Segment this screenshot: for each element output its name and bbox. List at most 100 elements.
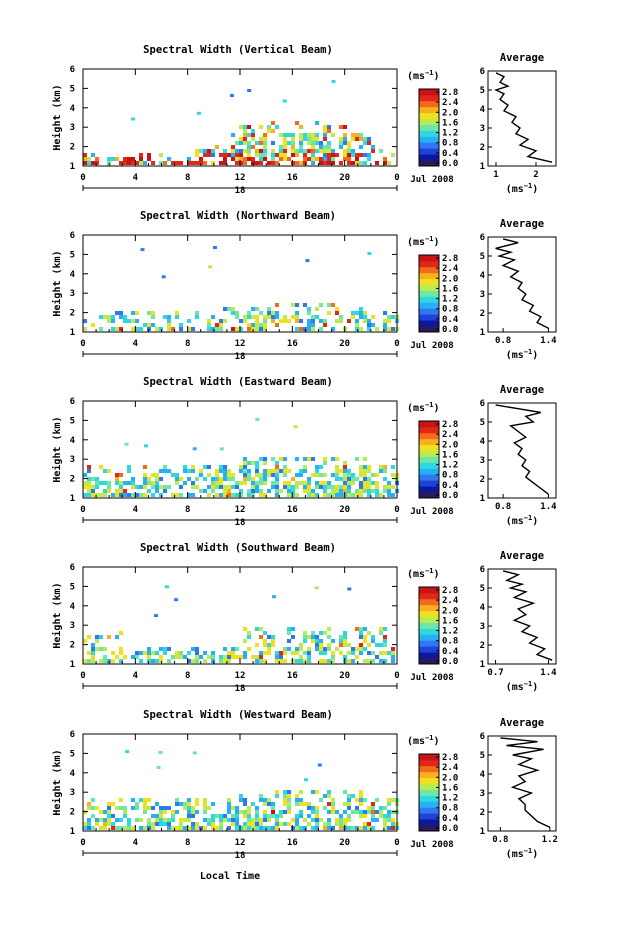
heatmap-cell [227,802,231,806]
heatmap-cell [323,157,327,161]
heatmap-cell [331,133,335,137]
heatmap-cell [295,481,299,485]
heatmap-cell [259,125,263,129]
heatmap-cell [95,635,99,639]
heatmap-cell [119,493,123,497]
heatmap-cell [231,327,235,331]
heatmap-cell [83,639,87,643]
average-y-tick-label: 3 [480,290,485,300]
heatmap-cell [295,818,299,822]
heatmap-cell [119,315,123,319]
heatmap-cell [259,149,263,153]
heatmap-cell [87,802,91,806]
colorbar: 0.00.40.81.21.62.02.42.8 [418,254,459,335]
x-tick-label: 20 [339,339,350,349]
heatmap-cell [327,485,331,489]
x-tick-label: 0 [80,671,85,681]
heatmap-cell [315,493,319,497]
heatmap-cell [195,798,199,802]
heatmap-cell [315,157,319,161]
y-tick-label: 1 [70,827,75,837]
heatmap-cell [235,141,239,145]
heatmap-cell [323,125,327,129]
heatmap-cell [235,655,239,659]
y-tick-label: 4 [70,769,76,779]
heatmap-cell [195,802,199,806]
heatmap-cell [323,133,327,137]
heatmap-cell [255,818,259,822]
heatmap-cell [327,125,331,129]
heatmap-cell [95,493,99,497]
heatmap-cell [203,810,207,814]
heatmap-cell [103,810,107,814]
heatmap-cell [107,822,111,826]
heatmap-cell [259,327,263,331]
heatmap-cell [315,639,319,643]
heatmap-cell [323,161,327,165]
heatmap-cell [135,327,139,331]
heatmap-cell [119,311,123,315]
heatmap-cell [311,639,315,643]
x-tick-label: 16 [287,671,298,681]
heatmap-cell [327,129,331,133]
heatmap-cell [299,161,303,165]
heatmap-cell [196,111,201,115]
heatmap-cell [315,121,319,125]
heatmap-cell [91,493,95,497]
heatmap-cell [279,469,283,473]
colorbar-tick-label: 2.0 [442,108,458,118]
heatmap-cell [83,493,87,497]
heatmap-cell [355,477,359,481]
heatmap-cell [371,802,375,806]
heatmap-cell [263,153,267,157]
y-tick-label: 3 [70,621,75,631]
heatmap-cell [239,493,243,497]
heatmap-cell [275,153,279,157]
heatmap-cell [323,826,327,830]
heatmap-cell [255,810,259,814]
heatmap-cell [259,659,263,663]
heatmap-cell [103,826,107,830]
x-tick-label: 8 [185,173,190,183]
heatmap-cell [247,315,251,319]
heatmap-cell [359,481,363,485]
heatmap-cell [259,627,263,631]
y-axis-label: Height (km) [51,250,63,316]
heatmap-cell [319,157,323,161]
colorbar-segment [419,260,439,268]
heatmap-cell [183,481,187,485]
heatmap-cell [195,810,199,814]
heatmap-cell [147,826,151,830]
heatmap-cell [387,161,391,165]
heatmap-cell [191,481,195,485]
heatmap-cell [307,323,311,327]
heatmap-cell [243,814,247,818]
heatmap-cell [155,473,159,477]
heatmap-cell [255,307,259,311]
heatmap-cell [379,810,383,814]
heatmap-cell [231,153,235,157]
heatmap-cell [279,810,283,814]
heatmap-cell [255,655,259,659]
heatmap-cell [331,303,335,307]
heatmap-cell [355,319,359,323]
colorbar-segment [419,628,439,635]
heatmap-cell [391,826,395,830]
heatmap-cell [223,149,227,153]
heatmap-cell [239,489,243,493]
heatmap-cell [287,485,291,489]
colorbar-segment [419,754,439,761]
heatmap-cell [191,659,195,663]
heatmap-cell [95,818,99,822]
heatmap-cell [91,659,95,663]
heatmap-cell [167,806,171,810]
heatmap-cell [387,485,391,489]
heatmap-cell [187,161,191,165]
heatmap-cell [115,493,119,497]
heatmap-cell [143,810,147,814]
heatmap-cell [191,327,195,331]
heatmap-cell [127,826,131,830]
heatmap-cell [191,161,195,165]
average-units-exponent: −1 [524,514,532,522]
heatmap-cell [315,635,319,639]
